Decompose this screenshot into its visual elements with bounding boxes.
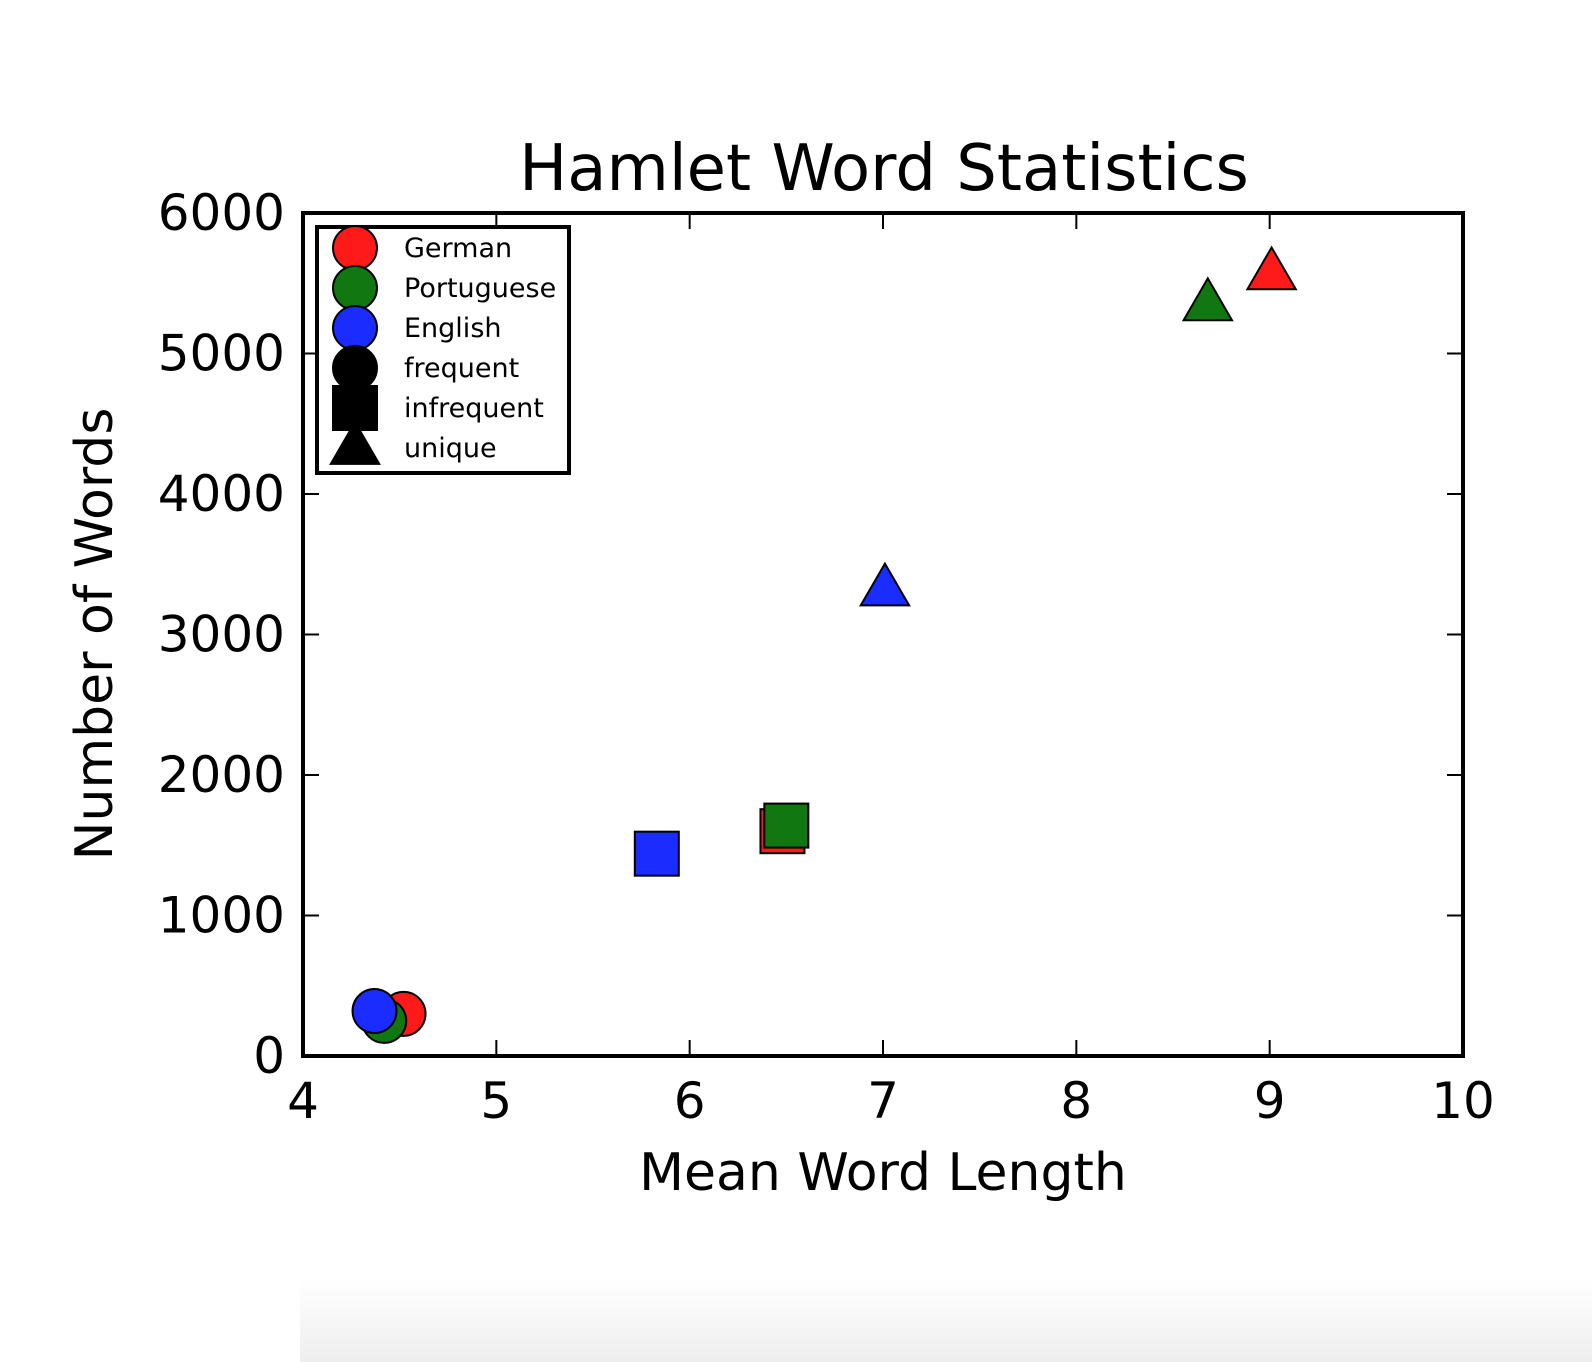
point-german-unique xyxy=(1245,245,1298,291)
x-tick-label: 7 xyxy=(867,1072,899,1130)
x-axis-label: Mean Word Length xyxy=(639,1143,1127,1203)
legend-marker-english xyxy=(332,305,378,351)
legend-marker-german xyxy=(332,225,378,271)
legend-label-unique: unique xyxy=(404,433,497,464)
y-tick-label: 1000 xyxy=(158,887,285,945)
y-tick-label: 0 xyxy=(253,1027,285,1085)
x-tick-label: 8 xyxy=(1060,1072,1092,1130)
x-tick-label: 5 xyxy=(480,1072,512,1130)
legend-marker-portuguese xyxy=(332,265,378,311)
legend-label-infrequent: infrequent xyxy=(404,393,544,424)
x-tick-label: 10 xyxy=(1431,1072,1495,1130)
legend-label-frequent: frequent xyxy=(404,353,519,384)
legend-label-english: English xyxy=(404,313,502,344)
point-english-frequent xyxy=(351,988,398,1035)
x-tick-label: 6 xyxy=(674,1072,706,1130)
y-tick-label: 3000 xyxy=(158,606,285,664)
bottom-shade xyxy=(300,1280,1592,1362)
legend-label-portuguese: Portuguese xyxy=(404,273,556,304)
x-tick-label: 4 xyxy=(287,1072,319,1130)
y-tick-label: 5000 xyxy=(158,325,285,383)
x-tick-label: 9 xyxy=(1254,1072,1286,1130)
y-tick-label: 2000 xyxy=(158,746,285,804)
legend-label-german: German xyxy=(404,233,512,264)
y-axis-label: Number of Words xyxy=(65,408,125,861)
point-portuguese-infrequent xyxy=(763,802,810,849)
y-tick-label: 6000 xyxy=(158,184,285,242)
y-tick-label: 4000 xyxy=(158,465,285,523)
legend-marker-unique xyxy=(329,420,381,465)
point-english-unique xyxy=(858,561,911,607)
point-english-infrequent xyxy=(633,830,680,877)
legend-marker-frequent xyxy=(332,345,378,391)
point-portuguese-unique xyxy=(1181,276,1234,322)
plot-frame xyxy=(301,211,1465,1058)
legend: German Portuguese English frequent infrequen… xyxy=(315,225,571,475)
chart-title: Hamlet Word Statistics xyxy=(519,132,1249,206)
